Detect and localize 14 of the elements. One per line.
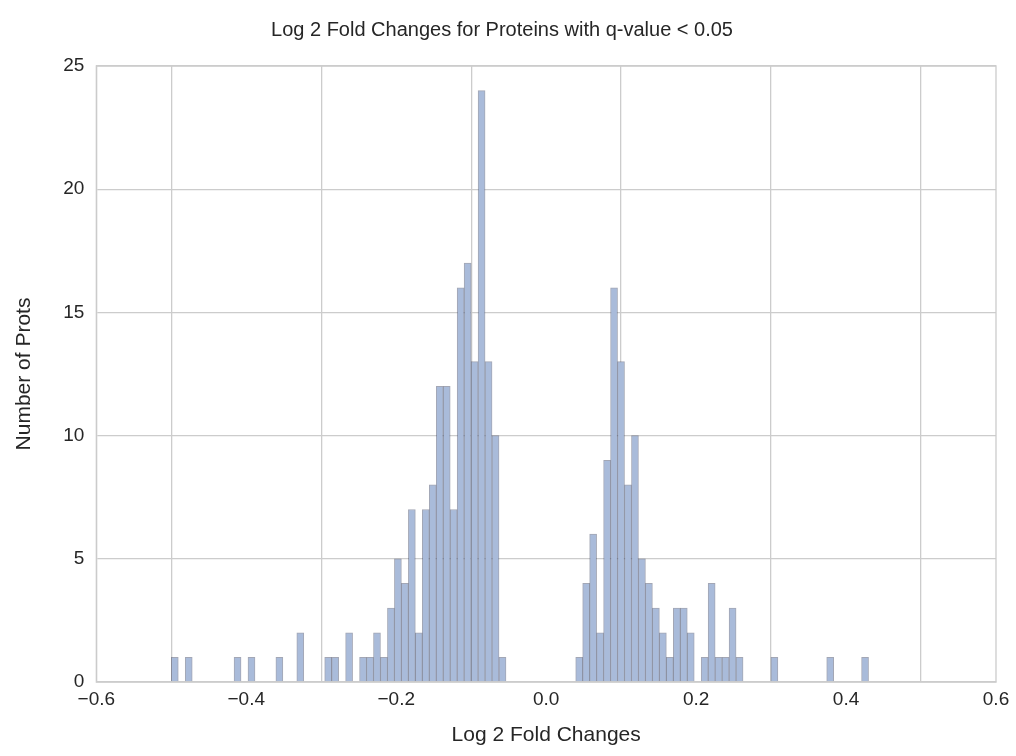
x-tick-label: 0.4 xyxy=(832,687,860,709)
y-tick-label: 20 xyxy=(63,177,85,199)
x-tick-label: 0.2 xyxy=(682,687,710,709)
x-tick-label: −0.2 xyxy=(377,687,415,709)
y-axis-title: Number of Prots xyxy=(11,297,35,451)
x-tick-label: 0.6 xyxy=(982,687,1010,709)
y-tick-label: 10 xyxy=(63,423,85,445)
x-tick-label: −0.4 xyxy=(227,687,266,709)
y-tick-label: 15 xyxy=(63,300,85,322)
y-tick-label: 25 xyxy=(63,54,85,76)
chart-title: Log 2 Fold Changes for Proteins with q-value < 0.05 xyxy=(271,17,733,40)
x-tick-label: 0.0 xyxy=(532,687,560,709)
x-axis-title: Log 2 Fold Changes xyxy=(451,722,641,746)
y-tick-label: 5 xyxy=(73,547,85,569)
